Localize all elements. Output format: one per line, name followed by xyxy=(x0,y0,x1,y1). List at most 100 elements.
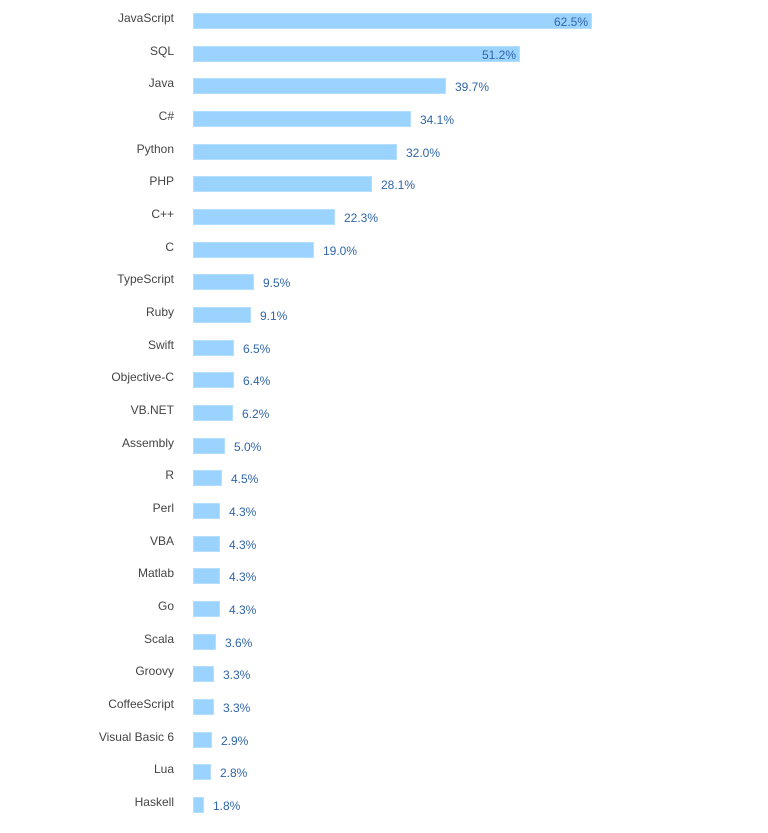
value-label: 6.5% xyxy=(243,342,271,356)
value-label: 32.0% xyxy=(406,146,441,160)
value-label: 34.1% xyxy=(420,113,455,127)
category-label: VB.NET xyxy=(130,403,174,417)
bar-row: Groovy 3.3% xyxy=(0,664,768,682)
bar-row: Matlab 4.3% xyxy=(0,566,768,584)
bar xyxy=(193,13,592,29)
bar xyxy=(193,797,204,813)
value-label: 4.3% xyxy=(229,538,257,552)
value-label: 9.1% xyxy=(260,309,288,323)
bar-row: Ruby 9.1% xyxy=(0,305,768,323)
category-label: Groovy xyxy=(135,664,174,678)
bar-row: JavaScript 62.5% xyxy=(0,11,768,29)
bar xyxy=(193,46,520,62)
bar xyxy=(193,274,254,290)
category-label: PHP xyxy=(149,174,174,188)
bar-row: Perl 4.3% xyxy=(0,501,768,519)
bar xyxy=(193,438,225,454)
bar-row: Visual Basic 6 2.9% xyxy=(0,730,768,748)
value-label: 2.9% xyxy=(221,734,249,748)
category-label: Assembly xyxy=(121,436,174,450)
bar xyxy=(193,405,233,421)
category-label: VBA xyxy=(149,534,174,548)
bar xyxy=(193,144,397,160)
value-label: 4.3% xyxy=(229,603,257,617)
category-label: Swift xyxy=(147,338,174,352)
bar-row: Swift 6.5% xyxy=(0,338,768,356)
bar-row: C# 34.1% xyxy=(0,109,768,127)
category-label: R xyxy=(165,468,174,482)
category-label: JavaScript xyxy=(117,11,174,25)
bar-row: PHP 28.1% xyxy=(0,174,768,192)
value-label: 4.3% xyxy=(229,570,257,584)
bar xyxy=(193,601,220,617)
category-label: C# xyxy=(158,109,174,123)
value-label: 39.7% xyxy=(455,80,490,94)
bar xyxy=(193,340,234,356)
category-label: Ruby xyxy=(145,305,174,319)
bar-row: Lua 2.8% xyxy=(0,762,768,780)
bar xyxy=(193,111,411,127)
bar-row: Haskell 1.8% xyxy=(0,795,768,813)
bar-row: Python 32.0% xyxy=(0,142,768,160)
value-label: 28.1% xyxy=(381,178,416,192)
value-label: 4.3% xyxy=(229,505,257,519)
bar xyxy=(193,568,220,584)
bar-row: Assembly 5.0% xyxy=(0,436,768,454)
value-label: 3.6% xyxy=(225,636,253,650)
value-label: 1.8% xyxy=(213,799,241,813)
bar-row: CoffeeScript 3.3% xyxy=(0,697,768,715)
category-label: C++ xyxy=(151,207,174,221)
bar-row: VBA 4.3% xyxy=(0,534,768,552)
category-label: Scala xyxy=(143,632,174,646)
bar xyxy=(193,242,314,258)
value-label: 22.3% xyxy=(344,211,379,225)
category-label: Python xyxy=(136,142,174,156)
bar xyxy=(193,634,216,650)
value-label: 3.3% xyxy=(223,668,251,682)
bar-row: R 4.5% xyxy=(0,468,768,486)
value-label: 6.4% xyxy=(243,374,271,388)
bar-row: TypeScript 9.5% xyxy=(0,272,768,290)
bar-row: C++ 22.3% xyxy=(0,207,768,225)
category-label: Matlab xyxy=(137,566,174,580)
value-label: 5.0% xyxy=(234,440,262,454)
value-label: 3.3% xyxy=(223,701,251,715)
value-label: 6.2% xyxy=(242,407,270,421)
bar-row: Objective-C 6.4% xyxy=(0,370,768,388)
category-label: Go xyxy=(157,599,174,613)
value-label: 4.5% xyxy=(231,472,259,486)
bar xyxy=(193,699,214,715)
category-label: CoffeeScript xyxy=(108,697,174,711)
bar xyxy=(193,503,220,519)
bar xyxy=(193,372,234,388)
bar-row: VB.NET 6.2% xyxy=(0,403,768,421)
bar xyxy=(193,78,446,94)
category-label: C xyxy=(165,240,174,254)
bar xyxy=(193,209,335,225)
category-label: SQL xyxy=(149,44,174,58)
bar-row: C 19.0% xyxy=(0,240,768,258)
value-label: 62.5% xyxy=(553,15,588,29)
bar-row: Go 4.3% xyxy=(0,599,768,617)
value-label: 51.2% xyxy=(481,48,516,62)
category-label: Objective-C xyxy=(111,370,174,384)
bar xyxy=(193,176,372,192)
bar xyxy=(193,470,222,486)
bar-row: Java 39.7% xyxy=(0,76,768,94)
bar xyxy=(193,536,220,552)
category-label: Visual Basic 6 xyxy=(98,730,174,744)
category-label: Lua xyxy=(153,762,174,776)
bar xyxy=(193,307,251,323)
category-label: Haskell xyxy=(134,795,174,809)
category-label: Java xyxy=(148,76,174,90)
bar xyxy=(193,732,212,748)
bar-row: SQL 51.2% xyxy=(0,44,768,62)
bar-row: Scala 3.6% xyxy=(0,632,768,650)
value-label: 9.5% xyxy=(263,276,291,290)
category-label: TypeScript xyxy=(117,272,174,286)
value-label: 2.8% xyxy=(220,766,248,780)
bar xyxy=(193,764,211,780)
category-label: Perl xyxy=(152,501,174,515)
value-label: 19.0% xyxy=(323,244,358,258)
